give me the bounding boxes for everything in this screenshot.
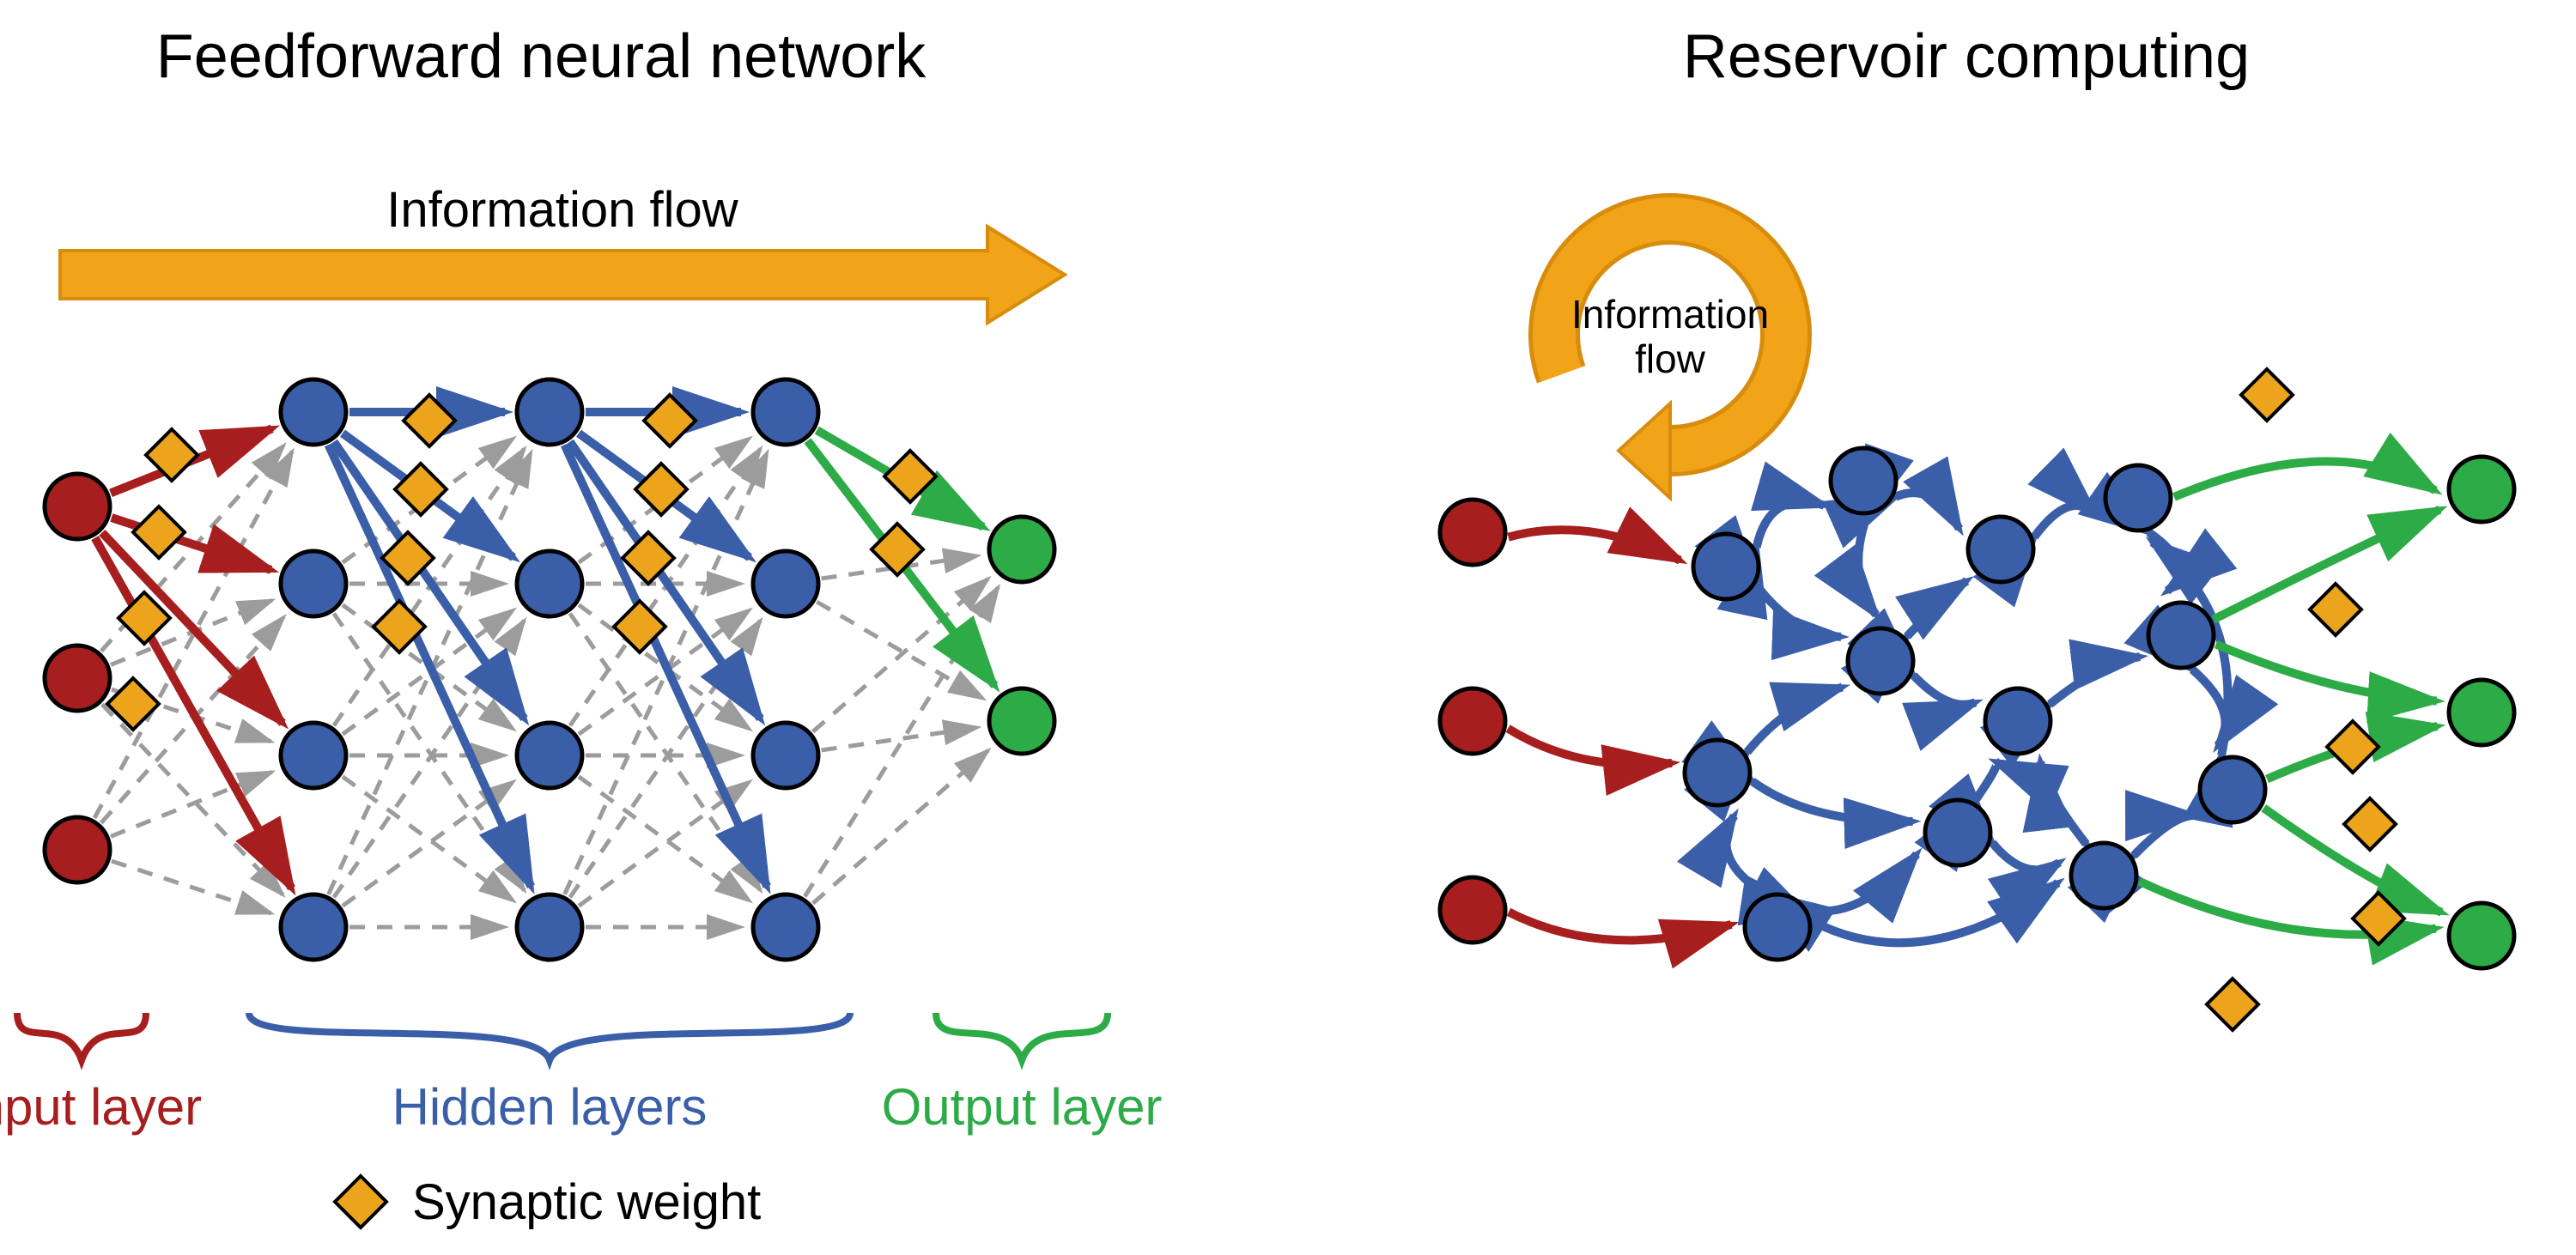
node — [2148, 603, 2214, 668]
node — [281, 379, 346, 445]
node — [2449, 903, 2514, 968]
node — [1693, 534, 1759, 599]
node — [1968, 517, 2033, 582]
svg-text:flow: flow — [1635, 336, 1706, 381]
node — [1848, 628, 1913, 694]
node — [45, 646, 110, 711]
node — [989, 688, 1054, 754]
node — [1831, 448, 1896, 513]
node — [2449, 680, 2514, 745]
node — [1440, 877, 1505, 943]
svg-text:Information: Information — [1571, 292, 1769, 336]
node — [517, 894, 582, 960]
node — [45, 817, 110, 882]
node — [517, 723, 582, 788]
node — [2105, 465, 2171, 530]
title-left: Feedforward neural network — [156, 22, 927, 91]
node — [2071, 843, 2136, 908]
brace-label: Input layer — [0, 1078, 202, 1136]
node — [753, 894, 818, 960]
node — [989, 517, 1054, 582]
node — [1925, 800, 1990, 865]
title-right: Reservoir computing — [1683, 22, 2250, 91]
node — [1440, 500, 1505, 565]
node — [753, 551, 818, 616]
node — [281, 894, 346, 960]
brace-label: Hidden layers — [392, 1078, 708, 1136]
node — [753, 723, 818, 788]
node — [281, 551, 346, 616]
node — [2449, 457, 2514, 522]
node — [517, 379, 582, 445]
info-flow-label: Information flow — [386, 182, 739, 238]
node — [2200, 757, 2265, 822]
node — [1985, 688, 2050, 754]
node — [1685, 740, 1750, 805]
node — [753, 379, 818, 445]
brace-label: Output layer — [882, 1078, 1163, 1136]
legend-synaptic: Synaptic weight — [412, 1174, 761, 1230]
node — [1745, 894, 1810, 960]
node — [1440, 688, 1505, 754]
node — [45, 474, 110, 539]
node — [281, 723, 346, 788]
node — [517, 551, 582, 616]
